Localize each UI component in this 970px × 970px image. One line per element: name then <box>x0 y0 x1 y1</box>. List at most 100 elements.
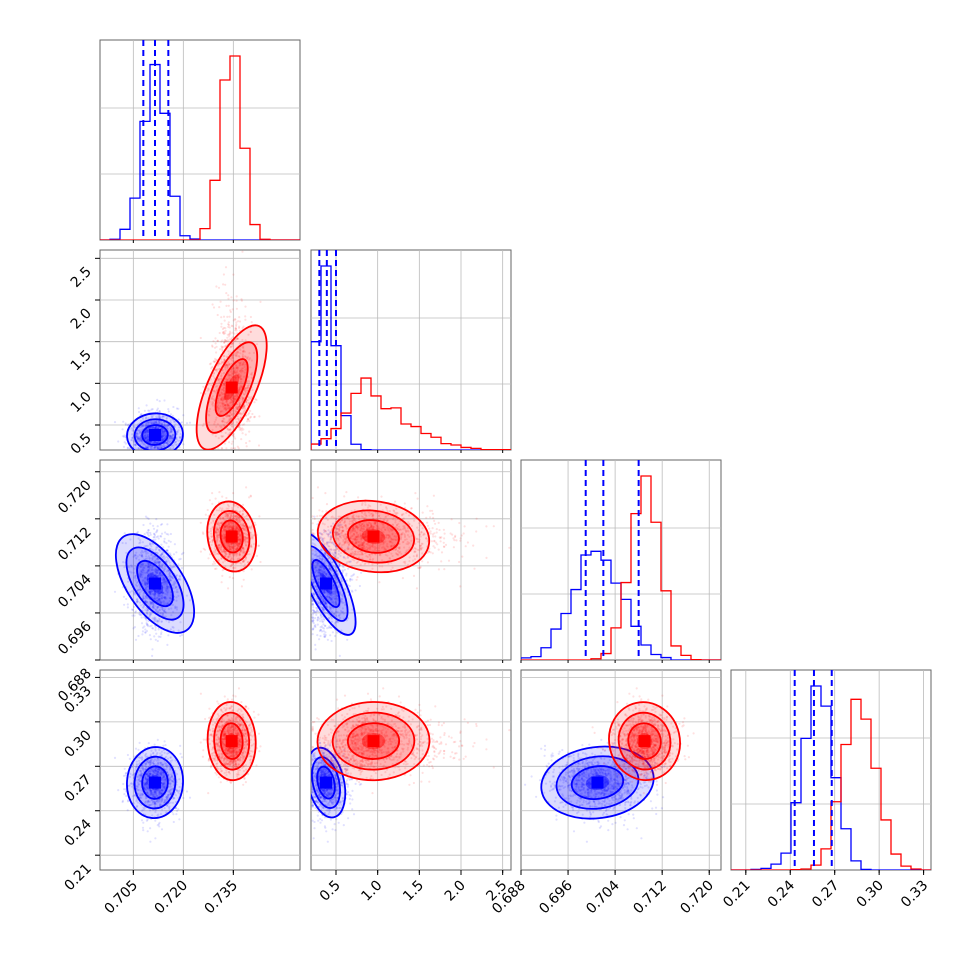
scatter-point <box>177 407 180 410</box>
scatter-point <box>132 591 135 594</box>
scatter-point <box>221 361 224 364</box>
scatter-point <box>123 532 126 535</box>
scatter-point <box>136 432 139 435</box>
scatter-point <box>132 443 136 446</box>
scatter-point <box>144 617 147 620</box>
scatter-point <box>176 591 179 594</box>
scatter-point <box>232 299 235 302</box>
scatter-point <box>158 562 161 565</box>
scatter-point <box>135 431 138 434</box>
scatter-point <box>226 404 229 407</box>
scatter-point <box>128 566 131 569</box>
scatter-point <box>237 374 240 377</box>
scatter-point <box>234 437 237 440</box>
scatter-point <box>171 447 174 450</box>
scatter-point <box>159 601 162 604</box>
scatter-point <box>123 441 126 444</box>
scatter-point <box>150 545 153 548</box>
scatter-point <box>233 394 237 397</box>
scatter-point <box>124 423 127 426</box>
scatter-point <box>219 398 222 401</box>
scatter-point <box>162 431 165 434</box>
scatter-point <box>150 553 153 556</box>
scatter-point <box>224 404 227 407</box>
scatter-point <box>168 571 172 575</box>
scatter-point <box>165 583 168 586</box>
scatter-point <box>242 346 245 350</box>
scatter-point <box>226 394 229 397</box>
scatter-point <box>162 577 165 580</box>
scatter-point <box>152 527 156 530</box>
scatter-point <box>168 434 171 437</box>
scatter-point <box>210 384 213 387</box>
scatter-point <box>243 350 246 353</box>
scatter-point <box>169 552 172 555</box>
scatter-point <box>241 370 244 373</box>
scatter-point <box>235 366 238 370</box>
scatter-point <box>157 605 160 608</box>
scatter-point <box>167 408 170 411</box>
scatter-point <box>222 361 225 364</box>
scatter-point <box>146 533 149 536</box>
scatter-point <box>236 366 239 369</box>
scatter-point <box>219 375 223 378</box>
scatter-point <box>170 435 173 438</box>
scatter-point <box>224 395 227 398</box>
scatter-point <box>316 623 319 626</box>
scatter-point <box>156 416 159 419</box>
scatter-point <box>149 575 152 578</box>
scatter-point <box>138 585 141 589</box>
scatter-point <box>160 433 164 436</box>
scatter-point <box>241 327 244 330</box>
scatter-point <box>156 447 159 450</box>
scatter-point <box>224 406 227 409</box>
scatter-point <box>171 437 174 440</box>
scatter-point <box>229 346 232 349</box>
scatter-point <box>222 386 225 389</box>
scatter-point <box>152 447 155 450</box>
scatter-point <box>229 351 232 354</box>
scatter-point <box>243 405 246 408</box>
scatter-point <box>178 436 181 439</box>
scatter-point <box>250 376 253 379</box>
scatter-point <box>152 426 155 429</box>
scatter-point <box>216 339 219 342</box>
scatter-point <box>226 363 229 366</box>
scatter-point <box>152 558 155 561</box>
scatter-point <box>180 421 184 424</box>
scatter-point <box>158 410 161 413</box>
scatter-point <box>239 349 242 352</box>
scatter-point <box>146 438 149 441</box>
scatter-point <box>153 591 156 594</box>
scatter-point <box>148 590 151 594</box>
scatter-point <box>154 569 157 573</box>
scatter-point <box>232 360 235 363</box>
scatter-point <box>155 422 158 425</box>
scatter-point <box>213 423 216 426</box>
scatter-point <box>227 304 230 307</box>
scatter-point <box>238 402 241 405</box>
scatter-point <box>154 618 157 621</box>
scatter-point <box>220 398 223 401</box>
scatter-point <box>139 437 142 440</box>
scatter-point <box>149 427 153 430</box>
scatter-point <box>240 363 244 366</box>
scatter-point <box>147 565 150 568</box>
scatter-point <box>160 633 163 636</box>
scatter-point <box>238 347 241 350</box>
scatter-point <box>158 421 161 424</box>
scatter-point <box>248 397 251 400</box>
scatter-point <box>208 553 212 556</box>
scatter-point <box>224 397 227 401</box>
scatter-point <box>154 421 157 424</box>
scatter-point <box>228 431 231 434</box>
scatter-point <box>143 566 146 569</box>
scatter-point <box>167 569 170 573</box>
scatter-point <box>141 417 145 420</box>
scatter-point <box>221 368 224 371</box>
scatter-point <box>134 610 138 613</box>
scatter-point <box>220 410 223 413</box>
scatter-point <box>161 591 164 594</box>
scatter-point <box>153 635 156 638</box>
scatter-point <box>137 634 140 638</box>
